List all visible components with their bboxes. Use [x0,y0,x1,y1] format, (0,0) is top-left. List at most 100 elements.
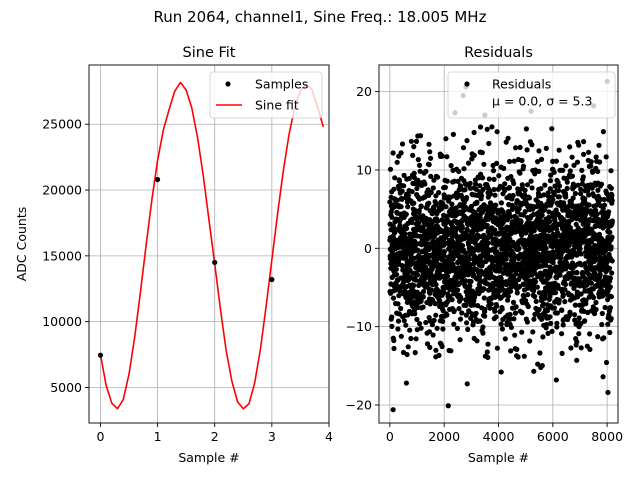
residual-point [466,256,472,262]
residual-point [549,328,555,334]
residual-outlier-point [553,377,559,383]
residual-point [486,140,492,147]
residual-point [463,250,469,256]
residual-point [477,318,483,324]
residual-point [494,303,500,309]
residual-point [606,209,612,215]
residual-point [405,344,411,350]
residual-point [505,135,511,141]
residual-point [410,152,416,158]
residual-point [511,158,517,164]
residual-point [462,187,468,193]
residual-point [471,129,477,136]
residual-point [436,352,442,358]
residual-point [433,312,439,318]
residual-point [459,225,465,231]
residual-point [550,197,556,203]
residual-point [538,200,544,206]
residual-point [569,154,575,160]
residual-point [473,310,479,316]
residual-point [595,168,601,175]
residual-point [609,270,615,276]
residual-point [513,145,519,151]
residual-point [439,343,445,350]
residual-point [548,320,554,326]
residual-point [564,179,570,185]
residual-point [554,320,560,326]
residual-point [556,147,562,153]
residual-point [415,247,421,253]
x-tick-label: 0 [96,429,104,444]
residual-point [508,288,514,294]
residual-point [608,316,614,322]
residual-point [535,159,541,165]
legend-samples-marker [225,81,231,87]
residual-point [389,323,395,329]
residual-point [562,299,568,305]
residual-point [411,282,417,289]
residual-point [578,186,584,192]
residual-point [487,305,493,311]
residual-point [542,182,548,188]
residual-point [479,150,485,156]
x-tick-label: 4 [325,429,333,444]
residual-point [414,272,421,278]
residual-point [434,325,440,331]
residual-point [430,332,436,338]
residual-point [503,256,509,262]
residual-point [428,189,434,196]
residual-point [403,211,409,217]
legend-residuals-marker [464,81,470,87]
residual-point [440,200,446,207]
residual-point [395,245,401,251]
residual-point [528,178,534,184]
residual-point [461,166,467,172]
residual-point [587,331,593,337]
residual-point [425,241,431,247]
residual-point [432,277,438,283]
sample-point [154,176,161,183]
residual-point [492,227,498,233]
residual-point [485,354,491,360]
residual-point [412,350,418,356]
residual-point [395,301,401,307]
residual-point [563,163,569,169]
residual-point [443,136,449,142]
residual-point [505,297,511,303]
residual-point [582,261,588,267]
residual-point [503,266,509,272]
residual-point [576,277,582,283]
y-axis-label: ADC Counts [14,207,29,282]
residual-point [444,312,450,318]
residual-point [531,228,537,234]
residual-point [411,144,417,150]
residual-point [556,297,562,303]
residual-point [609,258,615,264]
residual-point [553,158,560,164]
residual-point [450,131,456,137]
residual-point [507,236,513,242]
residual-point [513,304,519,310]
residual-point [574,339,580,345]
residual-point [602,304,608,311]
residual-point [489,124,495,130]
residual-point [521,294,527,300]
residual-point [543,145,549,151]
residual-point [543,322,550,328]
residual-point [529,142,535,148]
residual-point [607,329,613,336]
residual-point [396,293,402,299]
residual-point [572,302,578,308]
residual-point [435,174,441,180]
residual-point [577,246,583,252]
residual-point [526,195,533,201]
residual-point [525,292,531,298]
residual-point [507,158,513,165]
residual-point [597,272,603,278]
residual-point [572,312,578,318]
residual-point [505,293,511,299]
residual-point [508,244,514,250]
residual-point [499,326,505,332]
residual-point [430,185,436,191]
residual-point [401,279,407,285]
